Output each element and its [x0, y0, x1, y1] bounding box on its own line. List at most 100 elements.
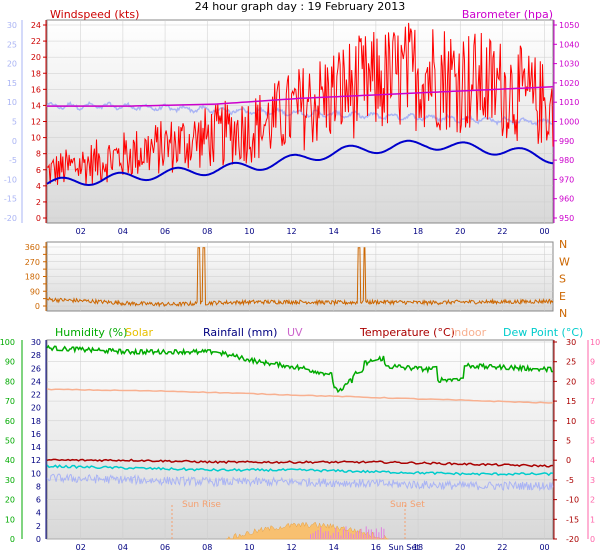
windspeed-tick: 8 — [36, 150, 41, 159]
barometer-axis: 950 960 970 980 990 1000 1010 1020 1030 1040 1050 — [553, 20, 579, 223]
temperature-tick: -15 — [4, 195, 17, 204]
barometer-label: Barometer (hpa) — [462, 8, 553, 21]
humidity-line — [46, 344, 554, 394]
sunset-label: Sun Set — [390, 500, 425, 510]
dewpoint-noisy-line — [46, 473, 554, 492]
barometer-tick: 990 — [559, 137, 574, 146]
wind-x-axis: 02 04 06 08 10 12 14 16 18 20 22 00 — [76, 227, 550, 236]
temperature-tick: -5 — [566, 476, 574, 485]
compass-label: W — [559, 255, 570, 268]
windspeed-tick: 2 — [36, 198, 41, 207]
rainfall-tick: 10 — [31, 469, 41, 478]
rainfall-tick: 24 — [31, 377, 41, 386]
rainfall-tick: 8 — [36, 482, 41, 491]
compass-label: S — [559, 273, 566, 286]
rainfall-tick: 14 — [31, 443, 41, 452]
windspeed-tick: 6 — [36, 166, 41, 175]
hour-tick: 12 — [286, 227, 296, 236]
temperature-tick: 5 — [12, 118, 17, 127]
hour-tick: 02 — [76, 227, 86, 236]
direction-tick: 360 — [25, 243, 40, 252]
dewpoint-tick: 1 — [590, 515, 595, 524]
hour-tick: 04 — [118, 227, 128, 236]
temperature-tick: 30 — [566, 338, 576, 347]
temperature-tick: 0 — [12, 137, 17, 146]
temperature-tick: -15 — [566, 515, 579, 524]
direction-tick: 0 — [35, 302, 40, 311]
humidity-tick: 90 — [5, 358, 15, 367]
hour-tick: 22 — [497, 227, 507, 236]
humidity-tick: 60 — [5, 417, 15, 426]
barometer-tick: 1000 — [559, 118, 579, 127]
temperature-tick: -20 — [4, 214, 17, 223]
temperature-tick: -20 — [566, 535, 579, 544]
direction-axis: 0 90 180 270 360 — [25, 242, 47, 311]
temperature-tick: 15 — [7, 79, 17, 88]
temperature-tick: 0 — [566, 456, 571, 465]
rainfall-tick: 22 — [31, 391, 41, 400]
temperature-axis: -20 -15 -10 -5 0 5 10 15 20 25 30 — [553, 338, 579, 544]
temperature-tick: 15 — [566, 397, 576, 406]
windspeed-tick: 0 — [36, 214, 41, 223]
hour-tick: 18 — [413, 227, 423, 236]
barometer-tick: 1040 — [559, 40, 579, 49]
dewpoint-tick: 0 — [590, 535, 595, 544]
dewpoint-tick: 9 — [590, 358, 595, 367]
humidity-tick: 20 — [5, 496, 15, 505]
compass-label: N — [559, 238, 567, 251]
hour-tick: 00 — [539, 227, 549, 236]
dewpoint-axis: 0 1 2 3 4 5 6 7 8 9 10 — [587, 338, 600, 544]
hour-tick: 20 — [455, 227, 465, 236]
humidity-tick: 10 — [5, 515, 15, 524]
hour-tick: 10 — [244, 543, 254, 552]
rainfall-tick: 16 — [31, 430, 41, 439]
temperature-tick: 20 — [566, 377, 576, 386]
temperature-tick: 25 — [566, 358, 576, 367]
temperature-line — [46, 100, 554, 127]
barometer-tick: 970 — [559, 175, 574, 184]
direction-tick: 270 — [25, 258, 40, 267]
hour-tick: 10 — [244, 227, 254, 236]
uv-label: UV — [287, 326, 303, 339]
rainfall-tick: 4 — [36, 509, 41, 518]
uv-bars — [310, 526, 385, 539]
barometer-tick: 1050 — [559, 21, 579, 30]
dewpoint-tick: 4 — [590, 456, 595, 465]
windspeed-tick: 10 — [31, 134, 41, 143]
temperature-axis-left: -20 -15 -10 -5 0 5 10 15 20 25 30 — [4, 20, 23, 223]
humidity-label: Humidity (%) — [55, 326, 127, 339]
hour-tick: 14 — [329, 227, 339, 236]
windspeed-tick: 18 — [31, 69, 41, 78]
rainfall-tick: 28 — [31, 351, 41, 360]
temperature-tick: 5 — [566, 437, 571, 446]
climate-x-axis: 02 04 06 08 10 12 14 16 18 20 22 00 Sun Set — [76, 543, 550, 552]
humidity-tick: 50 — [5, 437, 15, 446]
temperature-tick: 20 — [7, 60, 17, 69]
hour-tick: 04 — [118, 543, 128, 552]
solar-area — [226, 521, 389, 540]
barometer-tick: 1030 — [559, 60, 579, 69]
humidity-tick: 100 — [0, 338, 15, 347]
climate-panel — [46, 339, 554, 540]
dewpoint-tick: 2 — [590, 496, 595, 505]
rainfall-tick: 0 — [36, 535, 41, 544]
hour-tick: 14 — [329, 543, 339, 552]
rainfall-tick: 26 — [31, 364, 41, 373]
dewpoint-label: Dew Point (°C) — [503, 326, 583, 339]
barometer-tick: 1020 — [559, 79, 579, 88]
rainfall-tick: 20 — [31, 404, 41, 413]
barometer-tick: 980 — [559, 156, 574, 165]
hour-tick: 20 — [455, 543, 465, 552]
temperature-tick: -10 — [566, 496, 579, 505]
indoor-line — [46, 388, 554, 404]
dewpoint-tick: 3 — [590, 476, 595, 485]
solar-label: Solar — [125, 326, 154, 339]
hour-tick: 16 — [371, 543, 381, 552]
sunset-axis-label: Sun Set — [389, 543, 420, 552]
temperature-tick: 25 — [7, 40, 17, 49]
windspeed-tick: 24 — [31, 21, 41, 30]
barometer-tick: 960 — [559, 195, 574, 204]
